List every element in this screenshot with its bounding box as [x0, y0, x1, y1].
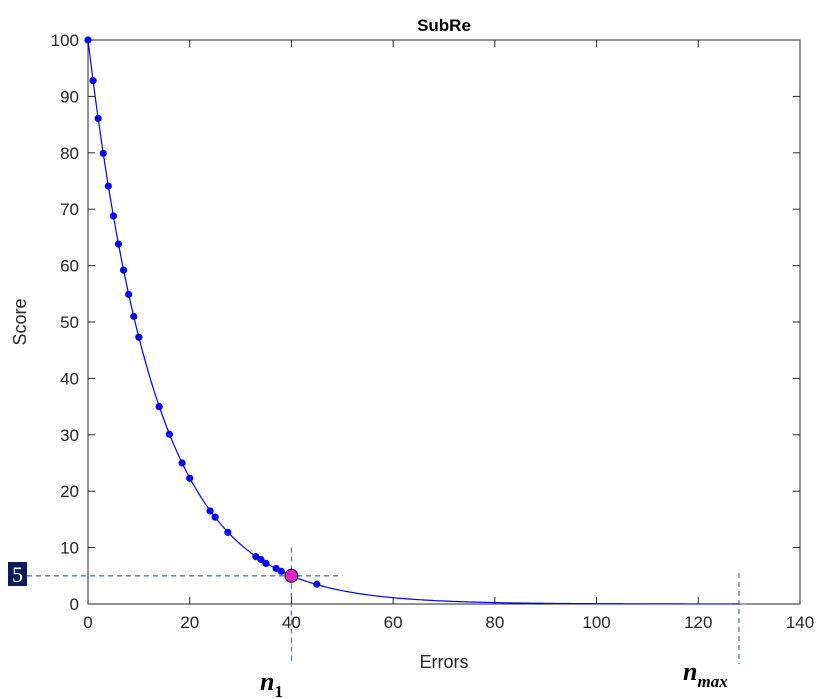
y-tick-label: 100 [51, 31, 79, 50]
fit-curve [87, 39, 739, 605]
data-point [165, 430, 173, 438]
chart-title: SubRe [417, 16, 471, 35]
x-tick-label: 140 [786, 613, 814, 632]
tick-labels: 0 20 40 60 80 100 120 140 0 10 20 30 40 50 60 70 80 90 100 [51, 31, 815, 632]
n1-label-base: n [260, 667, 274, 696]
level-label-box [8, 562, 27, 586]
data-point [109, 212, 118, 220]
x-tick-label: 40 [282, 613, 301, 632]
y-tick-label: 80 [60, 144, 79, 163]
level-label: 5 [12, 562, 23, 587]
y-tick-label: 30 [60, 426, 79, 445]
data-point [99, 149, 107, 157]
data-point [94, 114, 102, 122]
y-tick-label: 10 [60, 539, 79, 558]
data-point [155, 403, 163, 411]
data-point [277, 567, 285, 575]
data-point [178, 459, 186, 467]
y-tick-label: 50 [60, 313, 79, 332]
data-point [313, 580, 321, 588]
data-point [89, 77, 97, 85]
data-point [120, 266, 128, 274]
plot-area [87, 39, 801, 605]
data-point [262, 559, 270, 567]
y-axis-label: Score [10, 298, 30, 345]
data-point [224, 528, 232, 536]
x-tick-label: 120 [684, 613, 712, 632]
y-tick-label: 20 [60, 482, 79, 501]
y-tick-label: 90 [60, 87, 79, 106]
y-tick-label: 70 [60, 200, 79, 219]
nmax-label-sub: max [697, 672, 728, 691]
data-point [186, 474, 194, 482]
data-point [114, 240, 123, 248]
highlight-point [284, 568, 299, 583]
n1-label-sub: 1 [274, 682, 283, 699]
data-points [84, 36, 321, 588]
data-point [84, 36, 92, 44]
data-point [206, 507, 214, 515]
data-point [125, 290, 133, 298]
nmax-label-base: n [683, 657, 697, 686]
data-point [135, 333, 143, 341]
x-tick-label: 100 [582, 613, 610, 632]
x-tick-label: 0 [83, 613, 92, 632]
data-point [104, 182, 112, 190]
data-point [130, 312, 138, 320]
x-tick-label: 80 [485, 613, 504, 632]
nmax-label: nmax [683, 657, 728, 691]
x-tick-label: 20 [180, 613, 199, 632]
data-point [211, 513, 219, 521]
x-axis-label: Errors [420, 652, 469, 672]
x-tick-label: 60 [384, 613, 403, 632]
y-tick-label: 60 [60, 257, 79, 276]
y-tick-label: 0 [70, 595, 79, 614]
y-tick-label: 40 [60, 369, 79, 388]
n1-label: n1 [260, 667, 283, 699]
data-point [257, 555, 265, 564]
